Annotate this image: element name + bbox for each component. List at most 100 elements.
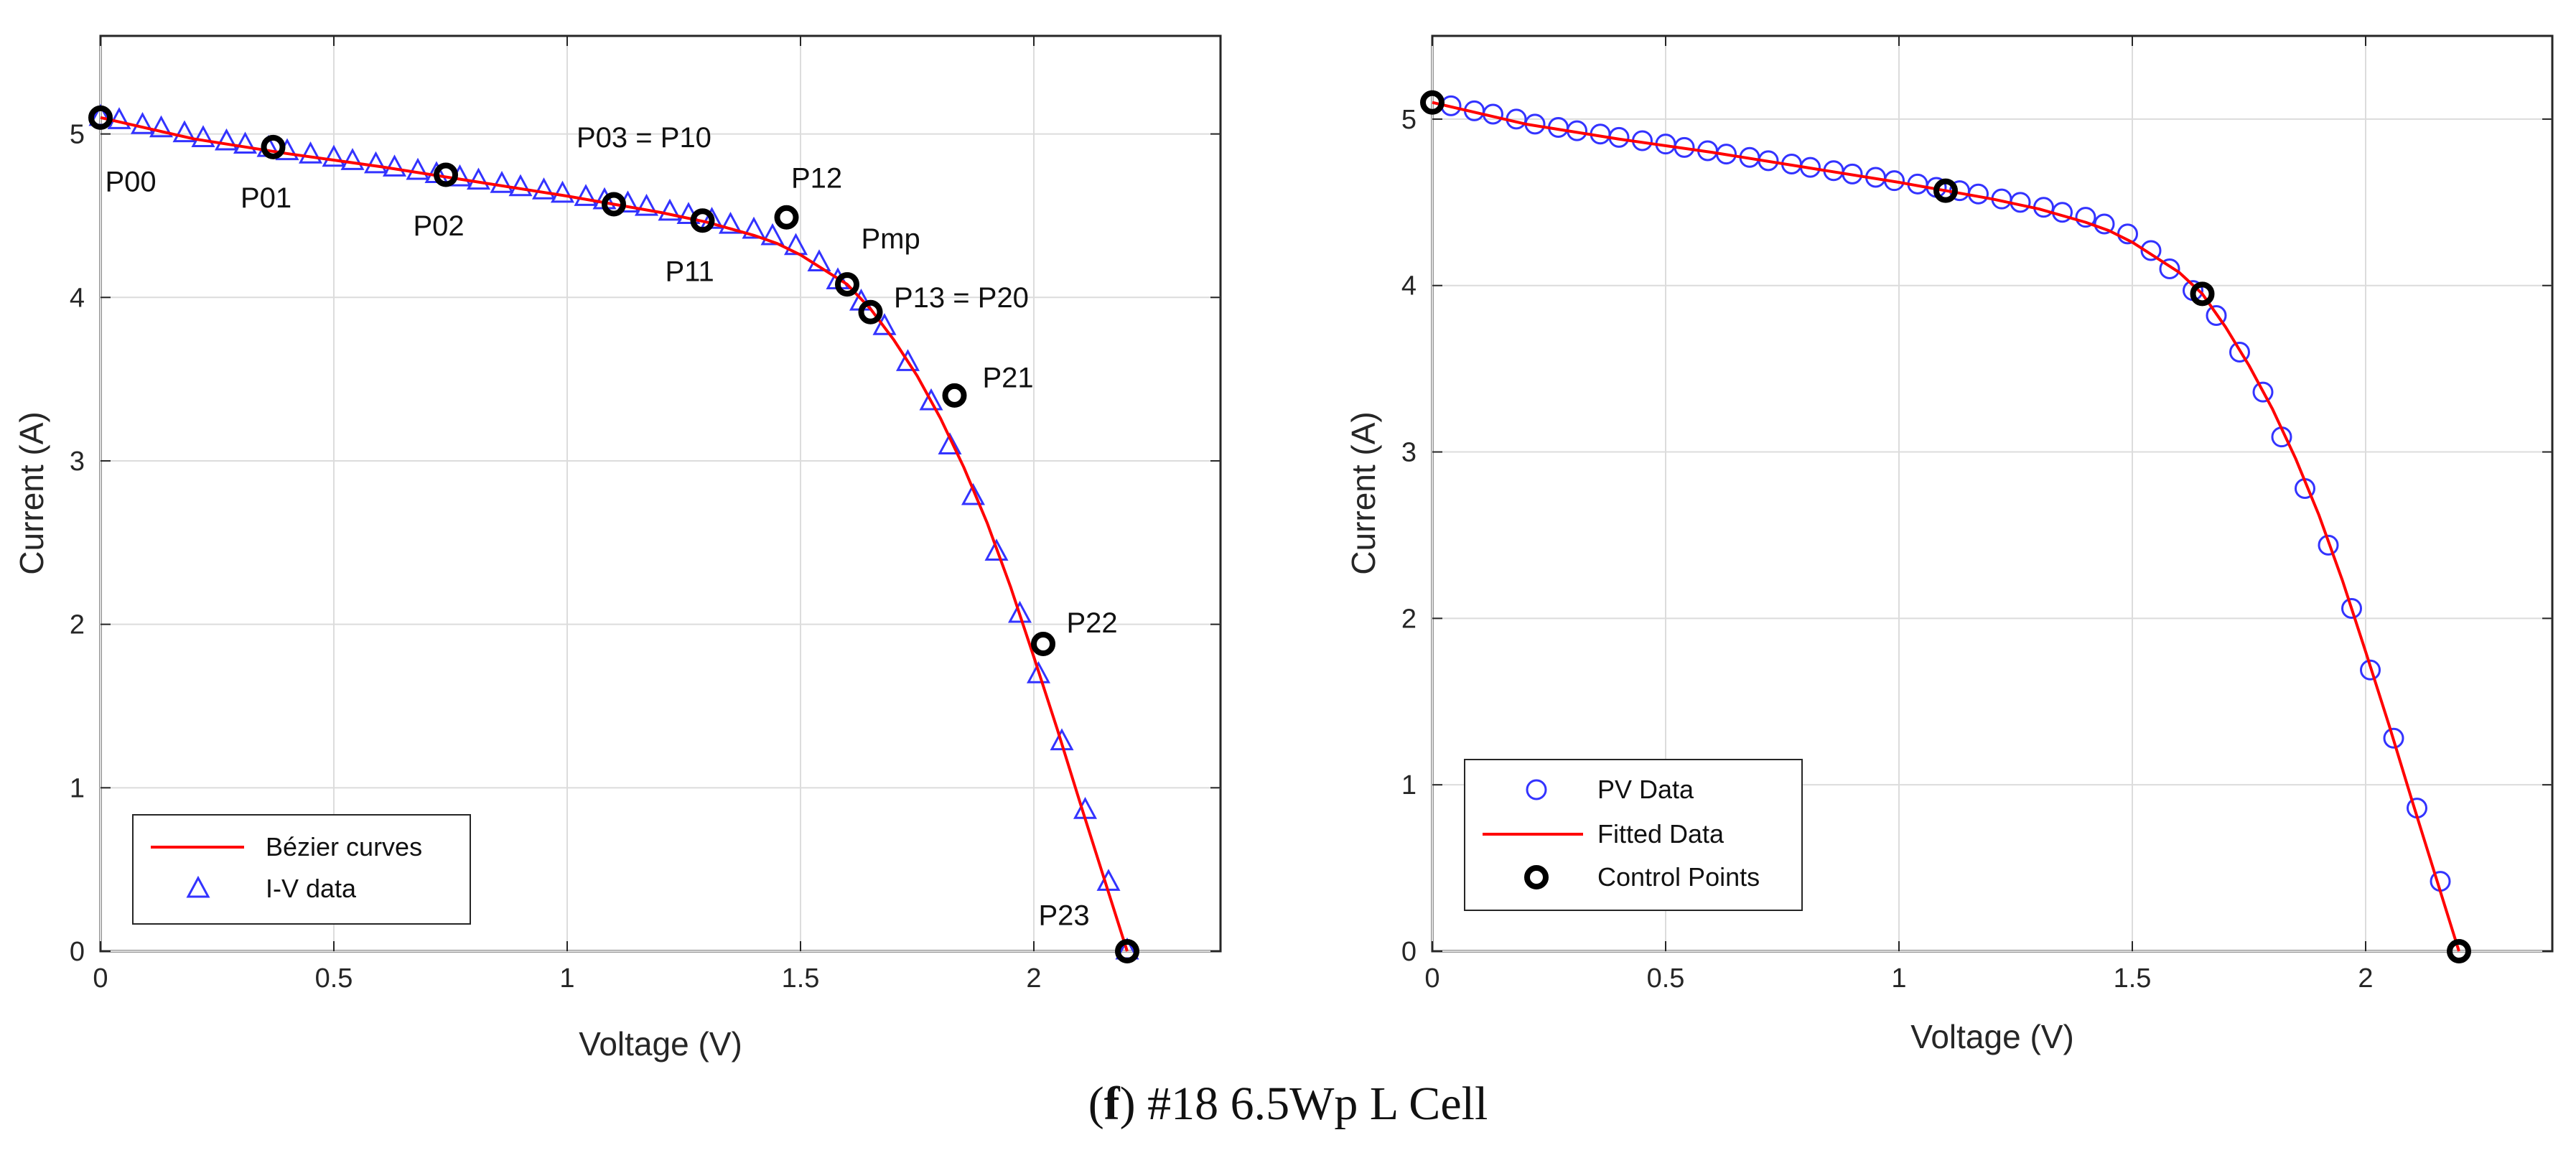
control-point	[602, 192, 626, 217]
data-point-triangle	[508, 174, 533, 197]
control-point	[835, 272, 859, 297]
x-tick-label: 1.5	[782, 963, 820, 994]
data-point-triangle	[531, 177, 556, 200]
point-annotation: P00	[106, 166, 157, 197]
legend: Bézier curves I-V data	[132, 814, 471, 925]
control-point	[690, 208, 715, 233]
control-point	[2447, 939, 2471, 963]
caption-text: ) #18 6.5Wp L Cell	[1119, 1078, 1488, 1130]
data-point-triangle	[872, 313, 897, 335]
point-annotation: P23	[1039, 900, 1090, 932]
grid	[100, 36, 1221, 952]
caption-prefix: (	[1088, 1078, 1104, 1130]
data-point-triangle	[382, 154, 407, 177]
control-point	[774, 205, 799, 230]
x-tick-label: 2	[1026, 963, 1041, 994]
data-point-circle	[2318, 534, 2339, 556]
data-point-circle	[2341, 597, 2362, 619]
data-point-triangle	[233, 131, 258, 154]
x-tick-label: 1	[1891, 963, 1906, 994]
grid	[1432, 36, 2552, 952]
point-annotation: P01	[241, 182, 291, 214]
series-line	[100, 116, 1129, 952]
y-tick-label: 1	[70, 773, 85, 803]
data-point-circle	[2383, 727, 2404, 749]
legend-label-bezier: Bézier curves	[266, 832, 422, 861]
y-tick-label: 4	[1401, 271, 1417, 302]
caption-letter: f	[1103, 1078, 1120, 1130]
y-tick-label: 4	[70, 283, 85, 313]
point-annotation: P11	[666, 256, 714, 288]
data-point-triangle	[466, 167, 491, 190]
data-point-triangle	[658, 198, 682, 221]
control-point	[434, 162, 458, 187]
x-tick-label: 2	[2358, 963, 2373, 994]
y-tick-label: 2	[1401, 604, 1417, 634]
point-annotation: Pmp	[862, 223, 920, 255]
point-annotation: P03 = P10	[577, 122, 711, 154]
figure-caption: (f) #18 6.5Wp L Cell	[0, 1077, 2576, 1131]
data-point-triangle	[919, 388, 943, 411]
control-point	[1933, 178, 1958, 203]
data-point-triangle	[214, 128, 239, 151]
data-point-triangle	[130, 112, 155, 134]
x-tick-label: 0	[1424, 963, 1439, 994]
data-point-circle	[2140, 240, 2162, 261]
x-tick-label: 0.5	[315, 963, 353, 994]
plot-area	[99, 34, 1222, 953]
series-line	[1432, 101, 2460, 952]
data-point-triangle	[984, 538, 1009, 561]
point-annotation: P21	[983, 363, 1034, 394]
point-annotation: P13 = P20	[894, 282, 1029, 314]
data-point-triangle	[760, 223, 785, 246]
legend: PV Data Fitted Data Control Points	[1464, 759, 1803, 911]
data-point-triangle	[490, 171, 514, 193]
legend-label-iv-data: I-V data	[266, 874, 357, 903]
data-point-circle	[2360, 659, 2381, 681]
y-axis-label: Current (A)	[13, 411, 50, 574]
data-point-triangle	[107, 107, 131, 129]
y-tick-label: 5	[70, 120, 85, 150]
control-point	[858, 299, 883, 324]
y-tick-label: 5	[1401, 105, 1417, 135]
point-annotation: P22	[1067, 607, 1118, 639]
data-point-circle	[2094, 213, 2115, 235]
chart-left-iv-bezier: 0 0.5 1 1.5 2 0 1 2 3 4 5 P00 P01 P02 P03 = P10 P11 P12…	[13, 34, 1222, 1062]
control-point	[261, 134, 286, 159]
x-axis-label: Voltage (V)	[1910, 1018, 2074, 1055]
point-annotation: P02	[414, 210, 465, 242]
data-point-triangle	[1007, 600, 1032, 623]
control-point	[1115, 939, 1139, 963]
x-tick-label: 1	[559, 963, 574, 994]
data-point-triangle	[1026, 661, 1051, 683]
data-point-triangle	[634, 193, 659, 216]
axis-ticks: 0 0.5 1 1.5 2 0 1 2 3 4 5	[70, 36, 1221, 994]
data-point-triangle	[718, 211, 743, 234]
y-tick-label: 0	[1401, 937, 1417, 967]
annotations: P00 P01 P02 P03 = P10 P11 P12 Pmp P13 = P20 P21 P…	[106, 122, 1118, 932]
x-tick-label: 0.5	[1647, 963, 1685, 994]
data-point-circle	[2075, 207, 2096, 228]
y-tick-label: 3	[70, 447, 85, 477]
data-point-triangle	[895, 349, 920, 371]
control-point	[88, 105, 113, 130]
data-point-circle	[2159, 258, 2180, 280]
control-point	[1420, 90, 1445, 115]
legend-label-fitted-data: Fitted Data	[1597, 819, 1725, 849]
control-point	[2190, 281, 2215, 307]
data-point-circle	[2206, 304, 2227, 326]
data-point-triangle	[807, 249, 831, 271]
y-tick-label: 0	[70, 937, 85, 967]
data-point-triangle	[550, 180, 575, 203]
legend-label-control-points: Control Points	[1597, 862, 1760, 892]
point-annotation: P12	[791, 163, 842, 195]
series	[88, 103, 1139, 963]
data-point-circle	[2252, 381, 2274, 403]
data-point-triangle	[1050, 728, 1074, 751]
data-point-triangle	[340, 148, 365, 170]
y-axis-label: Current (A)	[1345, 411, 1382, 574]
legend-symbol-open-circle	[1526, 779, 1547, 800]
data-point-triangle	[191, 125, 215, 147]
